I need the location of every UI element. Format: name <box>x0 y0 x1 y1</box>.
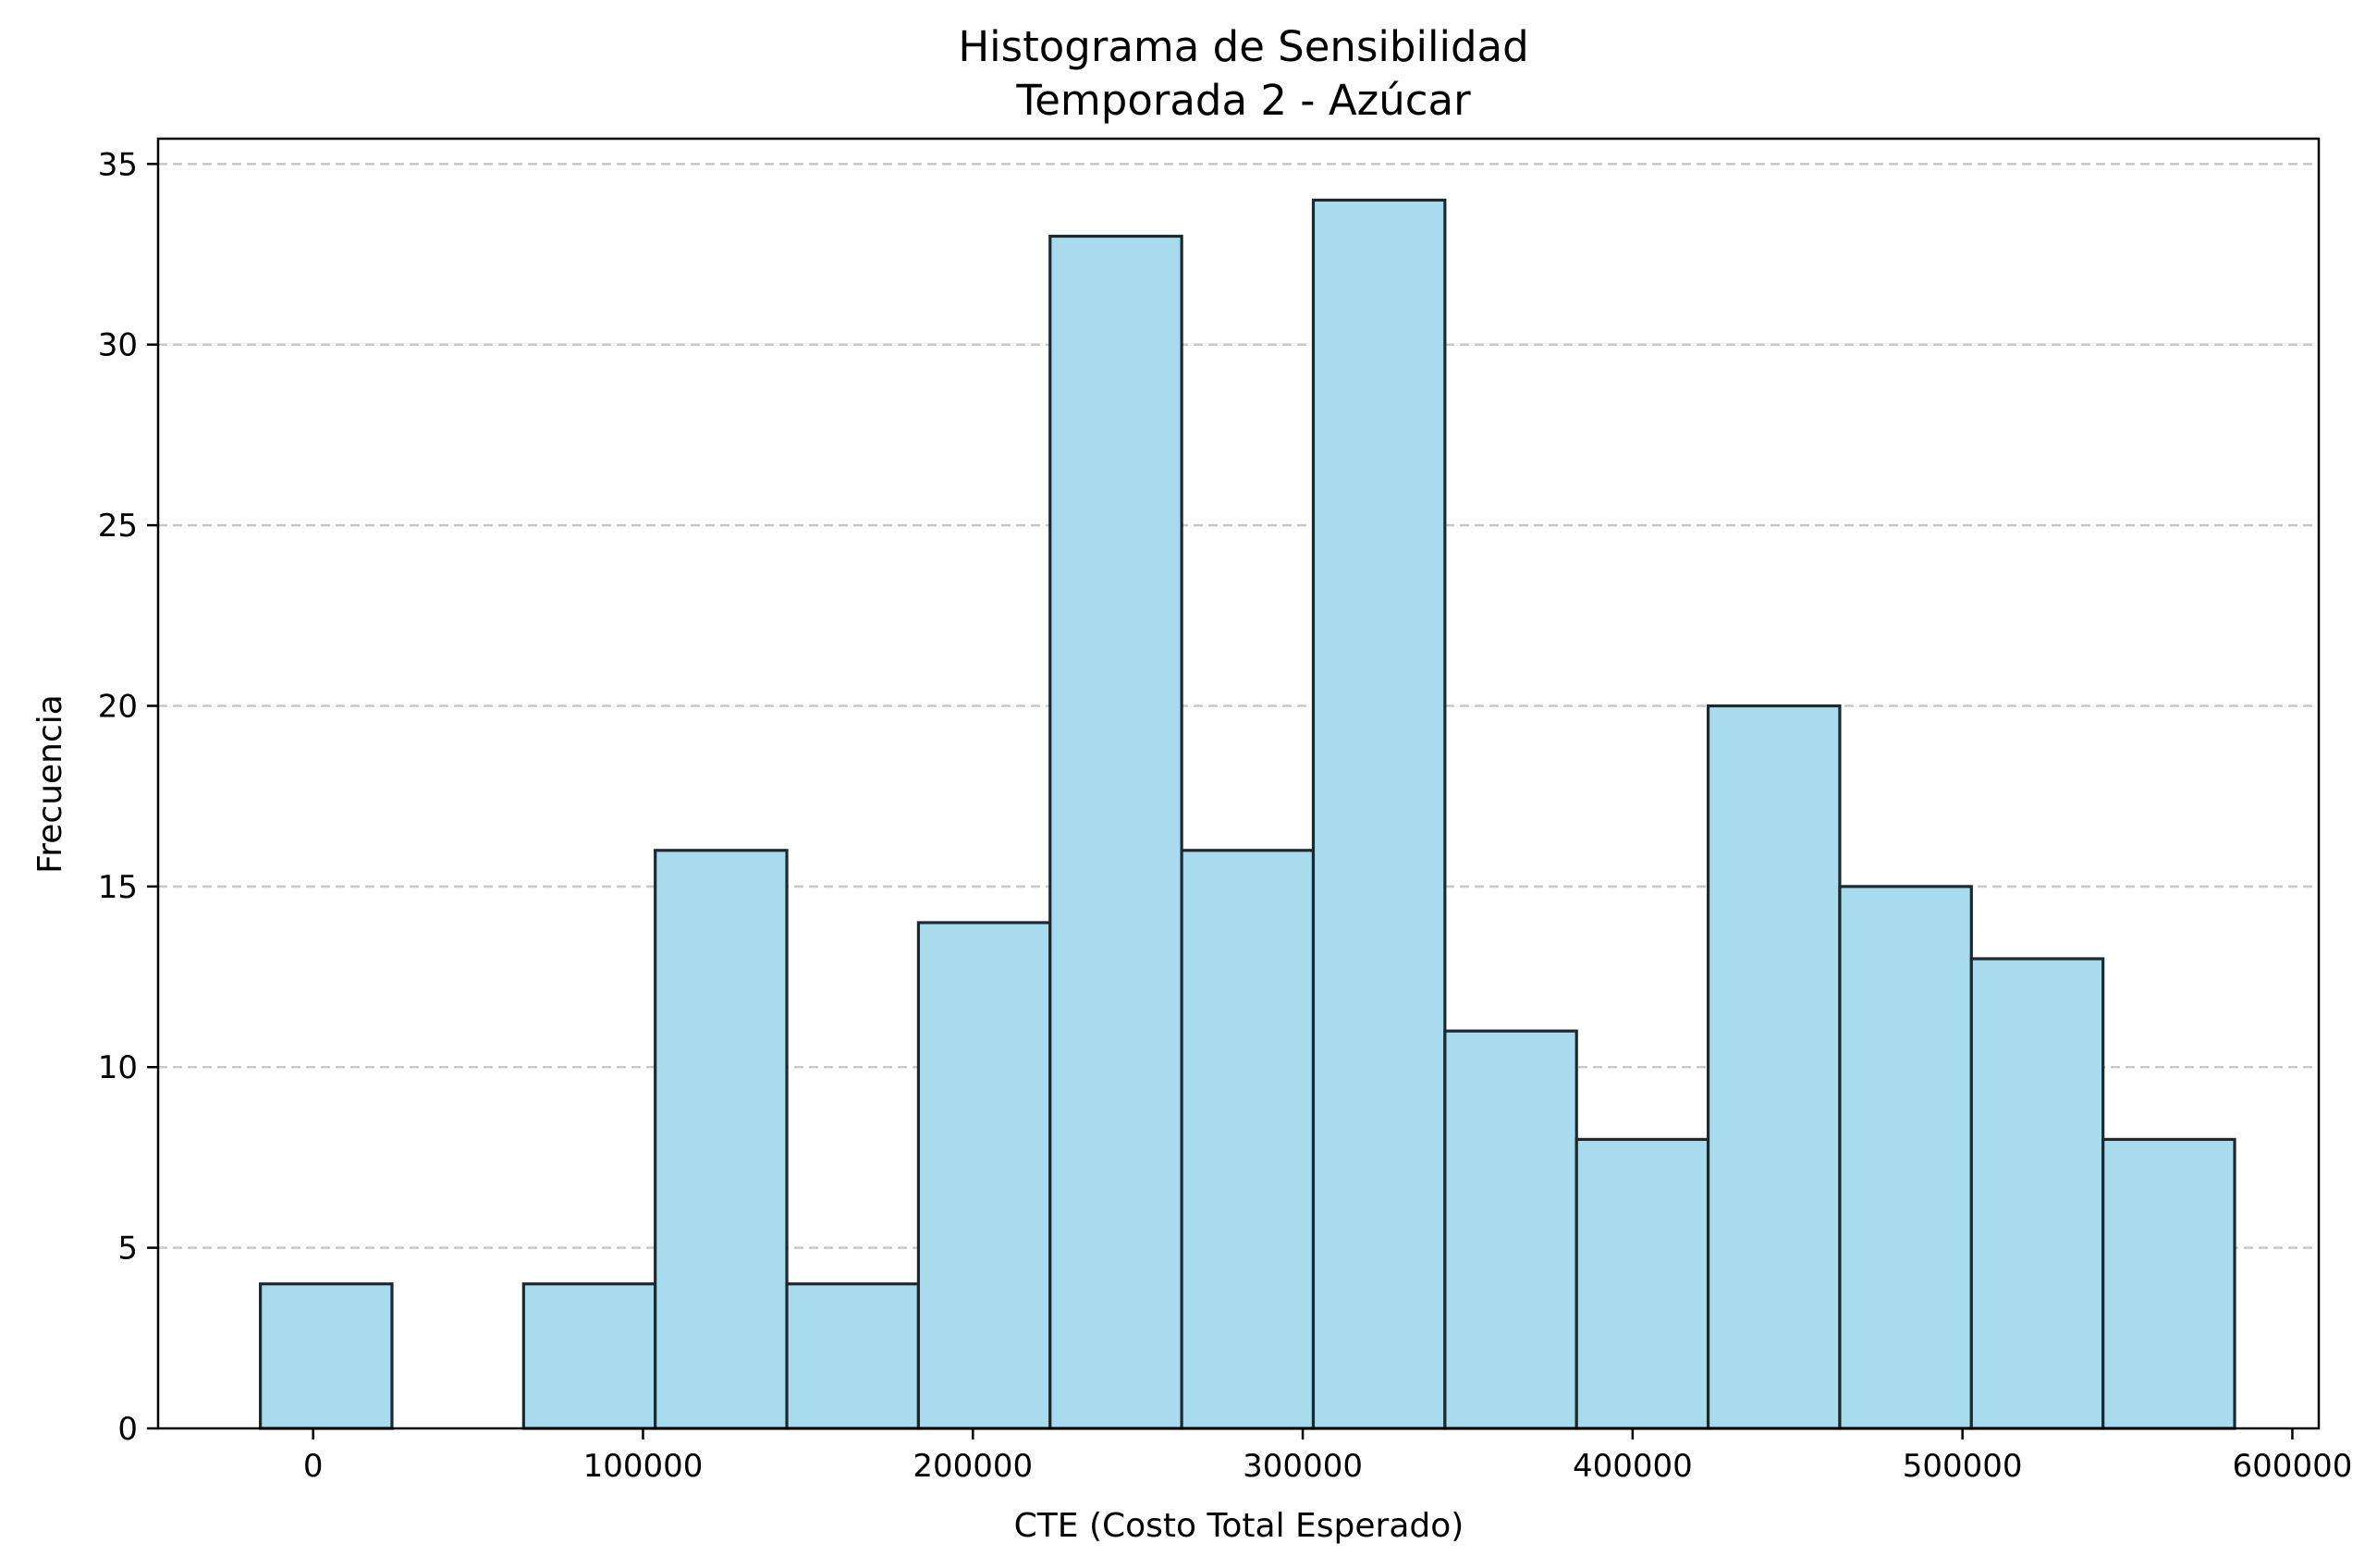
x-tick-label: 400000 <box>1573 1448 1693 1485</box>
y-axis-label: Frecuencia <box>31 694 69 874</box>
histogram-bar-0 <box>259 1282 394 1430</box>
y-tick-label: 0 <box>117 1411 138 1448</box>
y-tick-label: 35 <box>98 146 138 183</box>
histogram-bar-9 <box>1443 1029 1578 1430</box>
histogram-bar-12 <box>1838 885 1973 1430</box>
x-tick-label: 500000 <box>1903 1448 2023 1485</box>
x-tick-label: 0 <box>303 1448 324 1485</box>
x-tick-label: 300000 <box>1243 1448 1363 1485</box>
y-tick-label: 5 <box>117 1231 138 1268</box>
y-tick-label: 30 <box>98 327 138 364</box>
y-axis-ticks: 0 5 10 15 20 25 30 35 <box>98 146 158 1448</box>
x-axis-ticks: 0 100000 200000 300000 400000 500000 600000 <box>303 1428 2352 1485</box>
histogram-bar-10 <box>1574 1137 1710 1430</box>
histogram-bar-6 <box>1048 234 1183 1430</box>
histogram-bar-5 <box>916 921 1052 1430</box>
x-axis-label: CTE (Costo Total Esperado) <box>1014 1507 1464 1545</box>
histogram-bar-2 <box>521 1282 657 1430</box>
histogram-bar-8 <box>1311 198 1447 1430</box>
histogram-bar-3 <box>654 849 789 1430</box>
x-tick-label: 100000 <box>583 1448 704 1485</box>
y-tick-label: 10 <box>98 1049 138 1086</box>
histogram-bar-4 <box>785 1282 921 1430</box>
histogram-bar-14 <box>2101 1137 2236 1430</box>
histogram-bar-11 <box>1706 704 1842 1430</box>
chart-subtitle: Temporada 2 - Azúcar <box>1015 76 1471 125</box>
y-tick-label: 15 <box>98 869 138 906</box>
histogram-bar-13 <box>1969 957 2105 1430</box>
y-tick-label: 20 <box>98 688 138 725</box>
x-tick-label: 600000 <box>2233 1448 2353 1485</box>
histogram-bars <box>259 198 2236 1430</box>
histogram-bar-7 <box>1180 849 1316 1430</box>
x-tick-label: 200000 <box>913 1448 1033 1485</box>
chart-title: Histograma de Sensibilidad <box>958 22 1528 71</box>
plot-frame <box>156 137 2321 1430</box>
y-tick-label: 25 <box>98 508 138 545</box>
